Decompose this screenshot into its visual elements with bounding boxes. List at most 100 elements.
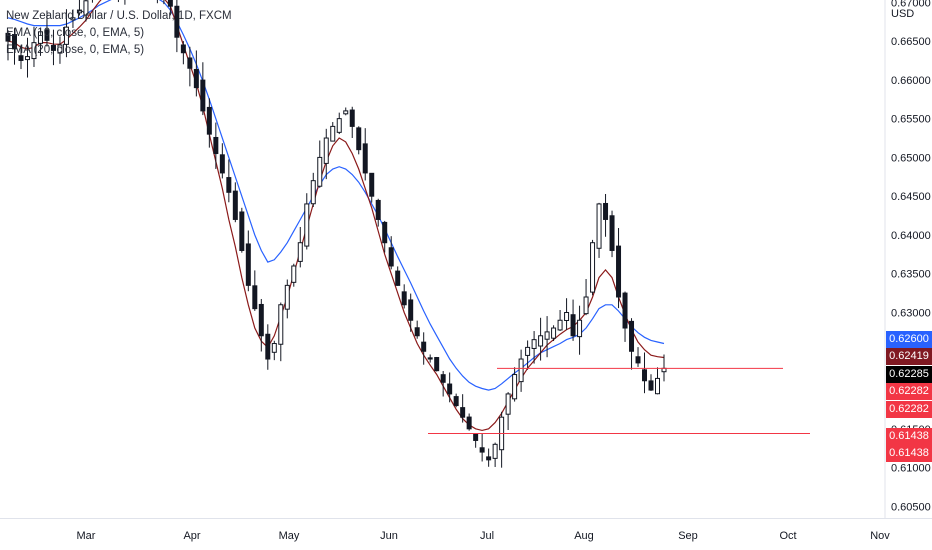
- candle: [349, 106, 355, 138]
- candle: [117, 0, 119, 3]
- candle: [174, 0, 180, 53]
- candle: [512, 367, 518, 402]
- candle: [362, 128, 368, 181]
- price-tick: 0.65500: [891, 114, 931, 126]
- candle: [343, 107, 349, 116]
- ema-lines: [7, 0, 665, 432]
- candle: [156, 0, 158, 4]
- time-axis: Mar Apr May Jun Jul Aug Sep Oct Nov: [77, 530, 891, 542]
- candle: [70, 9, 76, 28]
- time-tick: May: [279, 530, 300, 542]
- candle: [252, 270, 258, 311]
- candle: [18, 45, 24, 70]
- price-label: 0.61438: [886, 445, 932, 462]
- candle: [180, 41, 186, 65]
- candle: [265, 324, 271, 370]
- candle: [648, 374, 654, 391]
- candle: [466, 413, 472, 431]
- candle: [297, 226, 303, 268]
- price-tick: 0.63000: [891, 308, 931, 320]
- time-tick: Jul: [480, 530, 494, 542]
- price-label: 0.61438: [886, 428, 932, 445]
- candle: [226, 159, 232, 203]
- candle: [544, 316, 550, 358]
- candle: [421, 332, 427, 365]
- candle: [518, 349, 524, 392]
- time-tick: Aug: [574, 530, 594, 542]
- symbol-title[interactable]: New Zealand Dollar / U.S. Dollar, 1D, FX…: [6, 10, 232, 22]
- price-tick: 0.65000: [891, 152, 931, 164]
- time-tick: Apr: [183, 530, 200, 542]
- candle: [239, 207, 245, 253]
- candle: [590, 239, 596, 296]
- candle: [11, 28, 17, 65]
- candle: [538, 317, 544, 361]
- price-tick: 0.61000: [891, 463, 931, 475]
- candle: [473, 433, 479, 448]
- candle: [401, 284, 407, 309]
- ema-slow-label[interactable]: EMA (20, close, 0, EMA, 5): [6, 44, 145, 56]
- candle: [31, 26, 37, 67]
- price-label: 0.62285: [886, 366, 932, 383]
- time-tick: Mar: [77, 530, 96, 542]
- candle: [570, 299, 576, 341]
- candle: [278, 302, 284, 362]
- candle: [24, 37, 30, 78]
- candle: [492, 442, 498, 467]
- candle: [291, 263, 297, 287]
- candle: [245, 230, 251, 292]
- candle: [525, 340, 531, 370]
- candle: [635, 347, 641, 367]
- candle: [213, 122, 219, 169]
- candle: [83, 0, 89, 22]
- candle: [375, 198, 381, 227]
- candles: [5, 0, 667, 468]
- candle: [583, 279, 589, 316]
- candle: [460, 394, 466, 423]
- candle: [596, 202, 602, 258]
- candle: [440, 370, 446, 397]
- price-tick: 0.66000: [891, 75, 931, 87]
- candle: [388, 236, 394, 270]
- ema-fast-line[interactable]: [7, 0, 665, 432]
- price-tick: 0.64000: [891, 230, 931, 242]
- candle: [76, 0, 82, 16]
- candle: [200, 62, 206, 116]
- candle: [479, 433, 485, 462]
- candle: [499, 411, 505, 468]
- candle: [187, 46, 193, 87]
- candle: [317, 140, 323, 188]
- ema-slow-line[interactable]: [7, 0, 665, 391]
- candle: [629, 318, 635, 370]
- candle: [531, 331, 537, 364]
- candle: [284, 279, 290, 319]
- candle: [44, 10, 50, 47]
- candle: [642, 352, 648, 394]
- candle: [232, 182, 238, 223]
- candle: [603, 193, 609, 237]
- price-label: 0.62282: [886, 383, 932, 400]
- candle: [167, 0, 173, 16]
- candle: [551, 325, 557, 342]
- candle: [336, 112, 342, 135]
- candle: [206, 98, 212, 148]
- candle: [505, 392, 511, 431]
- candle: [622, 291, 628, 342]
- candle: [57, 36, 63, 64]
- candle: [395, 266, 401, 286]
- candle: [91, 0, 93, 3]
- candle: [219, 143, 225, 179]
- ema-fast-label[interactable]: EMA (10, close, 0, EMA, 5): [6, 27, 145, 39]
- price-tick: 0.66500: [891, 36, 931, 48]
- candle: [323, 128, 329, 180]
- candle: [447, 372, 453, 403]
- candle: [453, 393, 459, 408]
- price-tick: 0.63500: [891, 269, 931, 281]
- candle: [271, 340, 277, 361]
- candle: [655, 367, 661, 395]
- horizontal-lines: [428, 367, 810, 434]
- candle: [193, 50, 199, 97]
- candle: [63, 9, 69, 58]
- price-label: 0.62600: [886, 331, 932, 348]
